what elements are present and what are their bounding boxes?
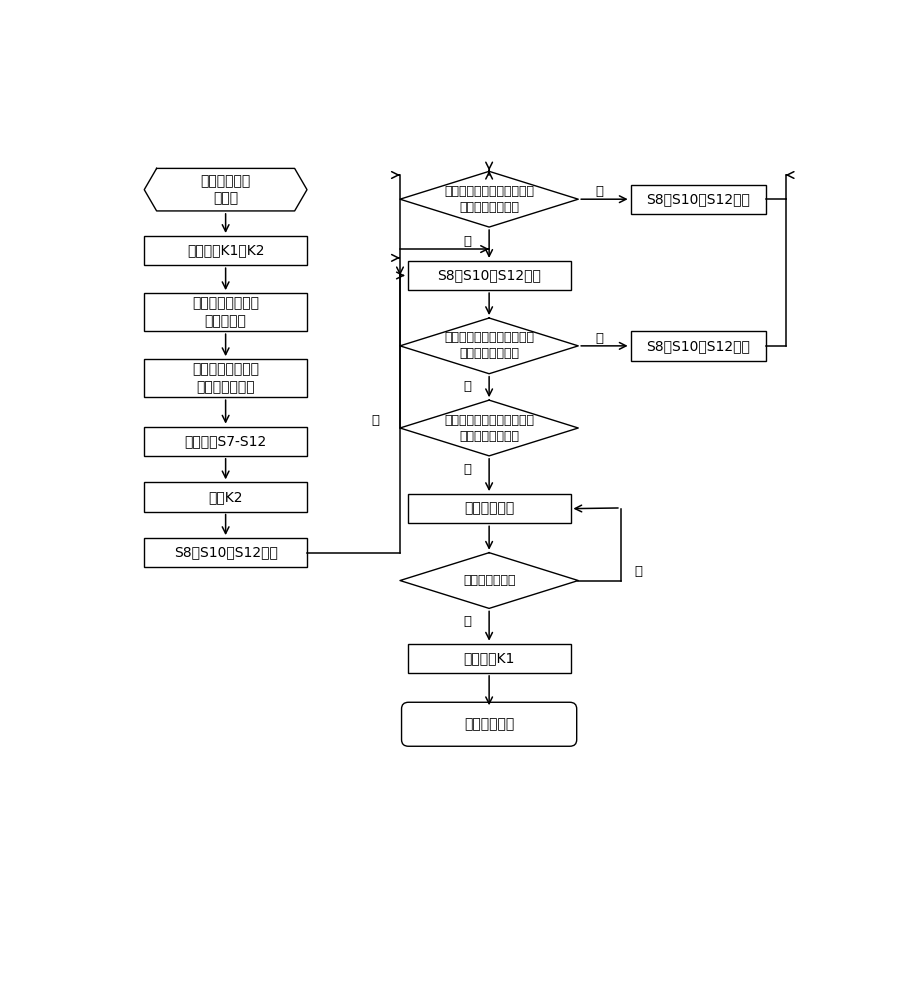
- Text: 否: 否: [464, 380, 471, 393]
- Text: 关断器件S7-S12: 关断器件S7-S12: [185, 434, 266, 448]
- Text: 闭合K2: 闭合K2: [208, 490, 243, 504]
- FancyBboxPatch shape: [144, 236, 307, 265]
- Text: 断开开关K1和K2: 断开开关K1和K2: [187, 244, 265, 258]
- FancyBboxPatch shape: [408, 644, 571, 673]
- FancyBboxPatch shape: [144, 427, 307, 456]
- Text: 控制绕组电流绝对值的平均
值大于设定值上限: 控制绕组电流绝对值的平均 值大于设定值上限: [444, 185, 535, 214]
- Text: 电网侧变流器输出
电压达到额定值: 电网侧变流器输出 电压达到额定值: [192, 362, 259, 394]
- Text: 控制绕组电流绝对值的平均
值大于设定值下限: 控制绕组电流绝对值的平均 值大于设定值下限: [444, 414, 535, 443]
- Text: S8，S10和S12关断: S8，S10和S12关断: [647, 339, 750, 353]
- Text: S8，S10和S12导通: S8，S10和S12导通: [438, 268, 541, 282]
- Text: 是: 是: [595, 185, 603, 198]
- FancyBboxPatch shape: [631, 331, 766, 361]
- Text: 电阻达到最小值: 电阻达到最小值: [463, 574, 516, 587]
- Text: 否: 否: [464, 235, 471, 248]
- Text: 是: 是: [464, 615, 471, 628]
- Text: 是: 是: [595, 332, 603, 345]
- Text: S8，S10和S12关断: S8，S10和S12关断: [647, 192, 750, 206]
- FancyBboxPatch shape: [408, 494, 571, 523]
- Text: 启动三相全控型电
网侧变流器: 启动三相全控型电 网侧变流器: [192, 296, 259, 328]
- Text: 控制绕组电流绝对值的平均
值大于设定值上限: 控制绕组电流绝对值的平均 值大于设定值上限: [444, 331, 535, 360]
- Text: 减少可调电阻: 减少可调电阻: [464, 502, 515, 516]
- FancyBboxPatch shape: [144, 359, 307, 397]
- FancyBboxPatch shape: [408, 261, 571, 290]
- Polygon shape: [400, 171, 578, 227]
- FancyBboxPatch shape: [631, 185, 766, 214]
- Polygon shape: [400, 400, 578, 456]
- Polygon shape: [400, 553, 578, 608]
- FancyBboxPatch shape: [144, 482, 307, 512]
- Polygon shape: [400, 318, 578, 374]
- Text: 系统控制单元
初始化: 系统控制单元 初始化: [200, 174, 251, 205]
- Text: 转入正常运行: 转入正常运行: [464, 717, 515, 731]
- Text: 闭合开关K1: 闭合开关K1: [464, 651, 515, 665]
- Text: 否: 否: [634, 565, 642, 578]
- Text: 是: 是: [371, 414, 380, 427]
- FancyBboxPatch shape: [401, 702, 577, 746]
- Text: 否: 否: [464, 463, 471, 476]
- FancyBboxPatch shape: [144, 538, 307, 567]
- FancyBboxPatch shape: [144, 293, 307, 331]
- Text: S8，S10和S12导通: S8，S10和S12导通: [174, 546, 277, 560]
- Polygon shape: [144, 168, 307, 211]
